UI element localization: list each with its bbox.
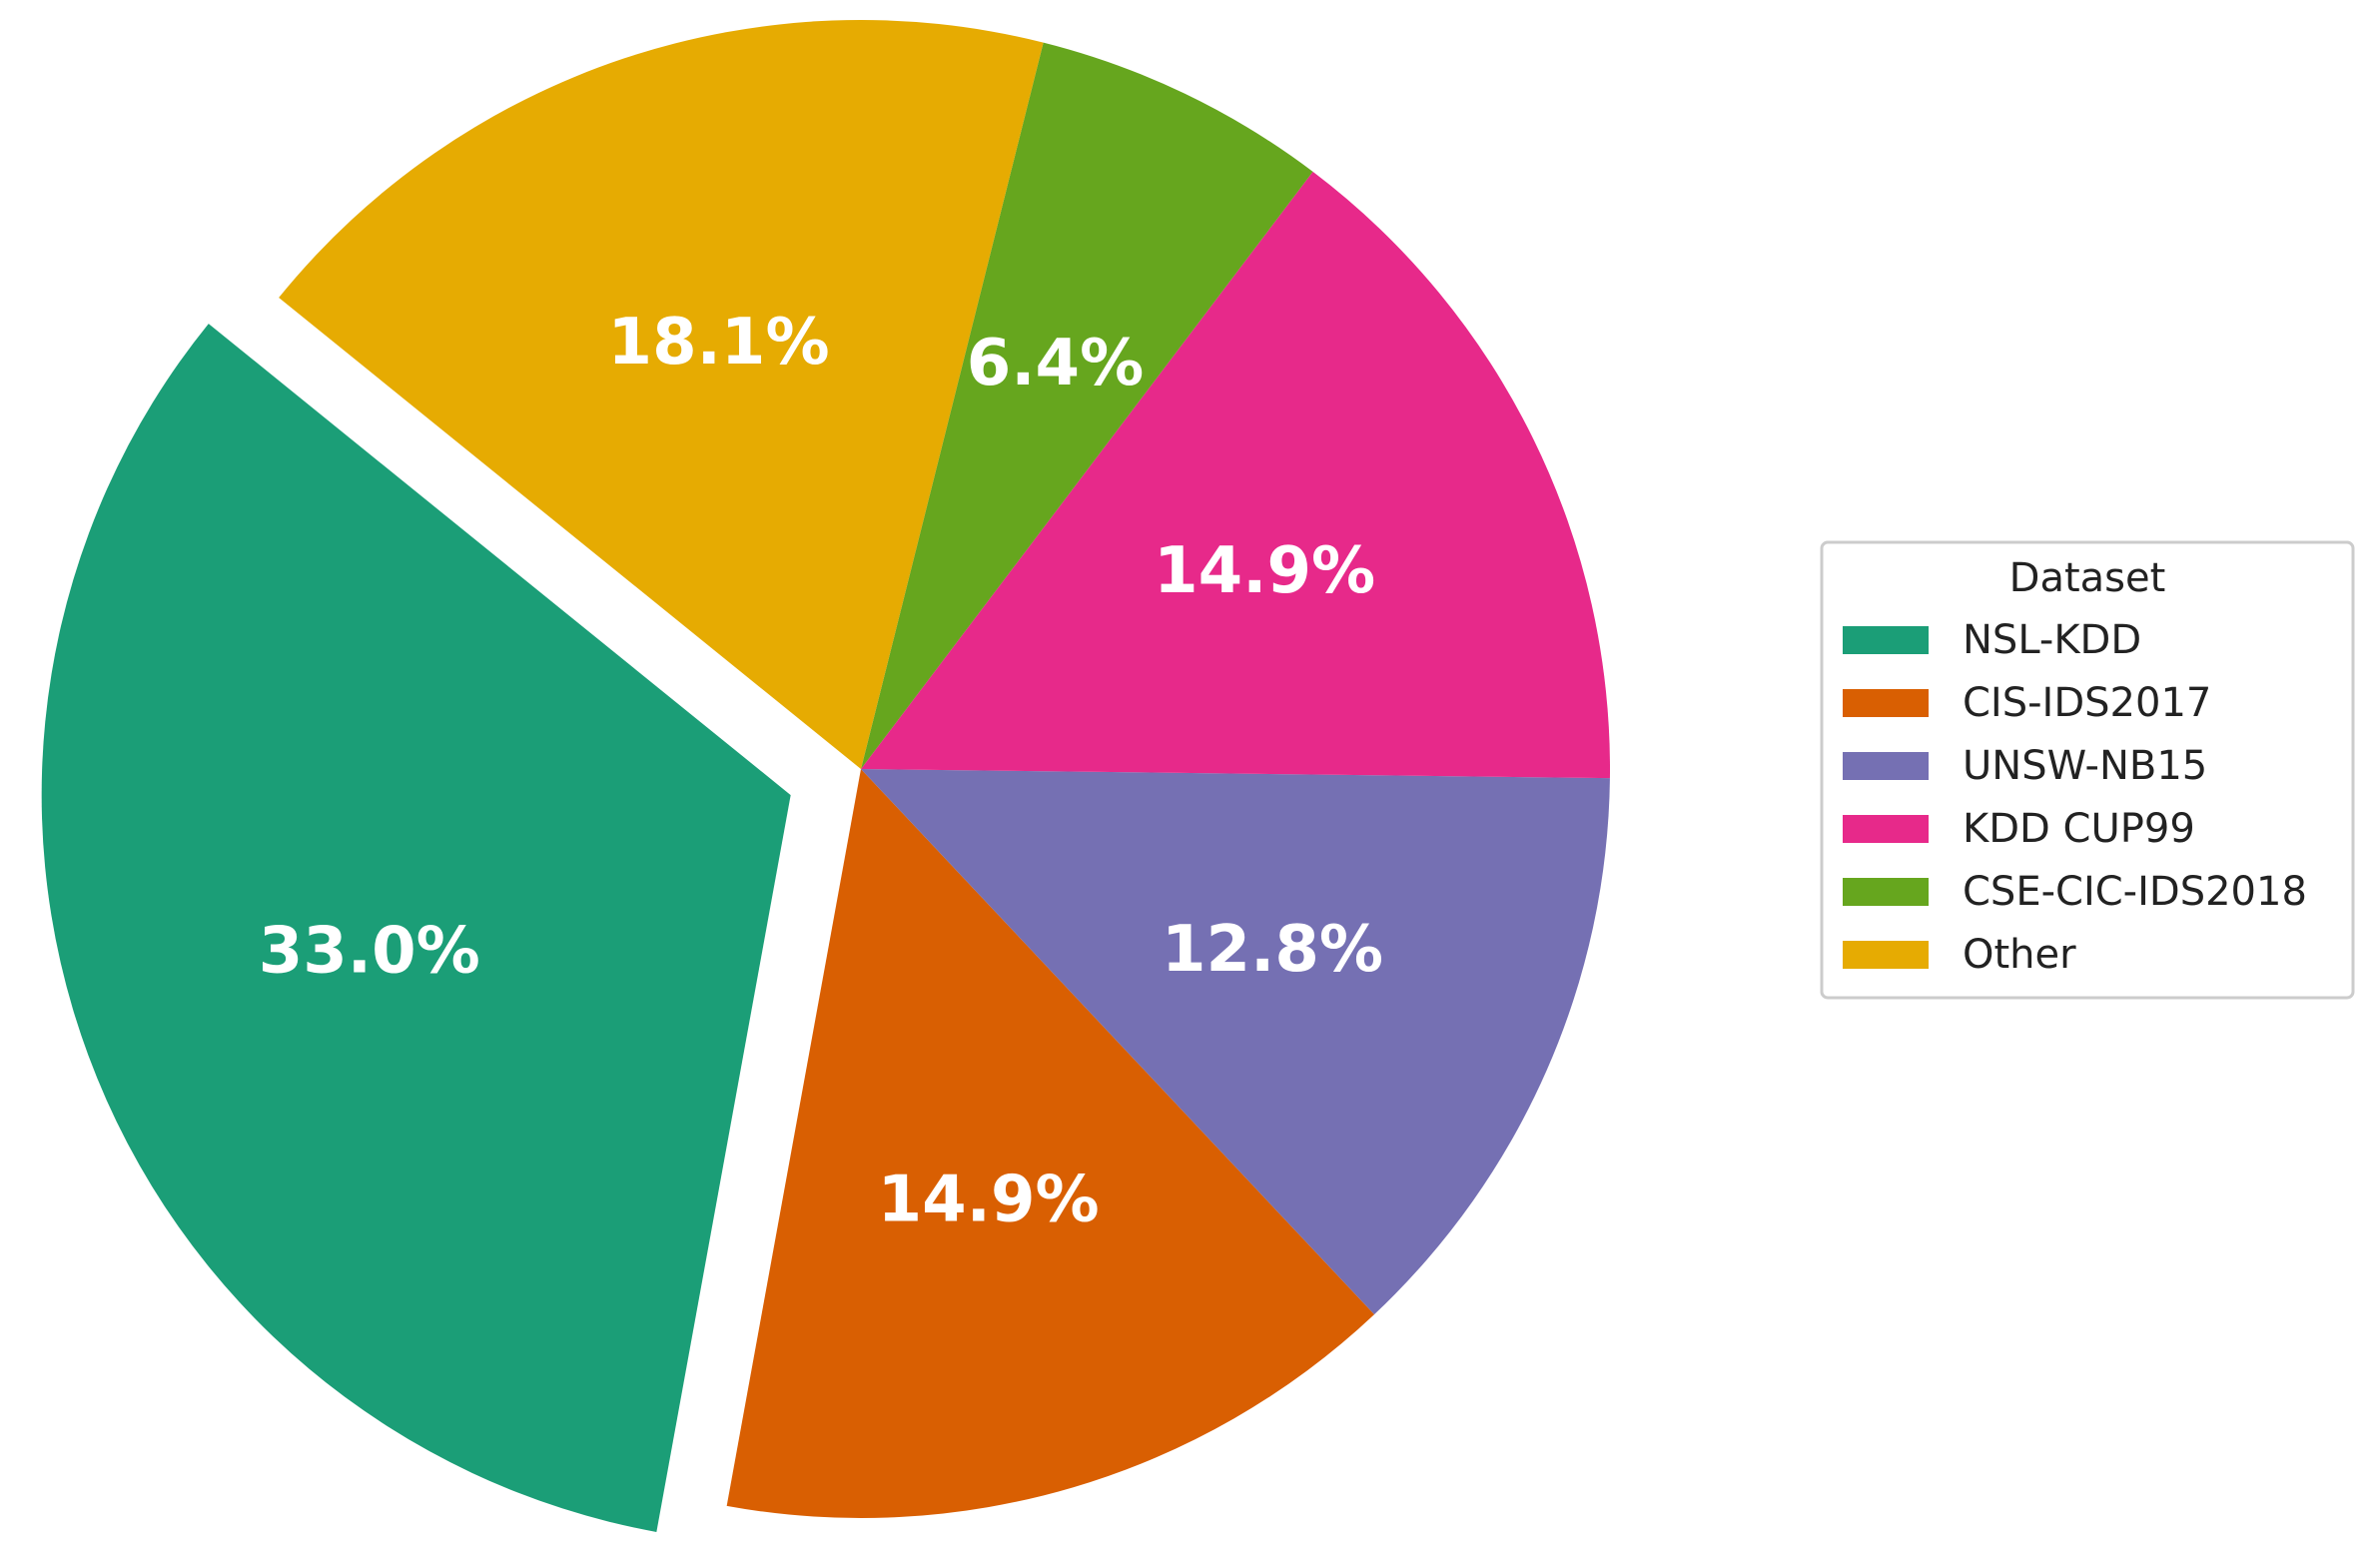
pie-slice-unsw-nb15 <box>861 769 1610 1315</box>
legend-box <box>1820 540 2355 1000</box>
pie-slice-cis-ids2017 <box>726 769 1375 1518</box>
legend-swatch-nsl-kdd <box>1843 626 1929 654</box>
legend-swatch-unsw-nb15 <box>1843 752 1929 780</box>
pie-slice-nsl-kdd <box>41 324 791 1532</box>
legend-swatch-kdd-cup99 <box>1843 815 1929 843</box>
legend-swatch-cse-cic-ids2018 <box>1843 878 1929 906</box>
pie-value-label-cis-ids2017: 14.9% <box>878 1164 1100 1237</box>
pie-value-label-other: 18.1% <box>608 306 830 380</box>
legend-label-cse-cic-ids2018: CSE-CIC-IDS2018 <box>1963 869 2307 915</box>
legend-label-unsw-nb15: UNSW-NB15 <box>1963 743 2207 789</box>
legend: Dataset NSL-KDD CIS-IDS2017 UNSW-NB15 KDD C… <box>1820 540 2355 1000</box>
pie-value-label-unsw-nb15: 12.8% <box>1162 913 1383 987</box>
pie-value-label-cse-cic-ids2018: 6.4% <box>967 327 1145 400</box>
legend-title: Dataset <box>2009 555 2166 601</box>
pie-slice-cse-cic-ids2018 <box>861 42 1313 770</box>
pie-value-label-nsl-kdd: 33.0% <box>259 914 480 988</box>
pie-value-label-kdd-cup99: 14.9% <box>1154 534 1375 608</box>
legend-swatch-other <box>1843 941 1929 969</box>
legend-swatch-cis-ids2017 <box>1843 689 1929 717</box>
legend-label-other: Other <box>1963 932 2076 978</box>
legend-label-cis-ids2017: CIS-IDS2017 <box>1963 680 2211 726</box>
legend-entries: NSL-KDD CIS-IDS2017 UNSW-NB15 KDD CUP99 CSE-… <box>1843 617 2307 978</box>
pie-value-labels: 33.0% 14.9% 12.8% 14.9% 6.4% 18.1% <box>259 306 1383 1236</box>
pie-slice-kdd-cup99 <box>861 171 1611 779</box>
pie-slice-other <box>279 19 1044 769</box>
legend-label-nsl-kdd: NSL-KDD <box>1963 617 2141 663</box>
pie-slices <box>41 19 1611 1532</box>
legend-label-kdd-cup99: KDD CUP99 <box>1963 806 2195 852</box>
